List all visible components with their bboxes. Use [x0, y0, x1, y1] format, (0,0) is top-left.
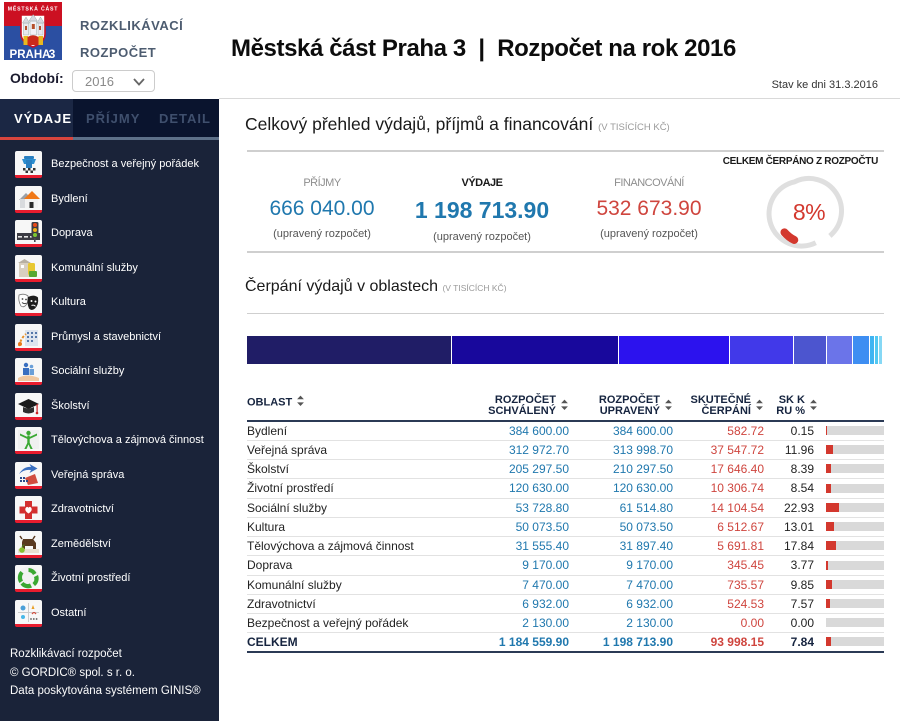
svg-text:8%: 8%	[793, 199, 825, 225]
svg-text:MĚSTSKÁ ČÁST: MĚSTSKÁ ČÁST	[8, 5, 59, 13]
svg-text:3: 3	[49, 47, 56, 60]
svg-text:PRAHA: PRAHA	[10, 49, 51, 60]
